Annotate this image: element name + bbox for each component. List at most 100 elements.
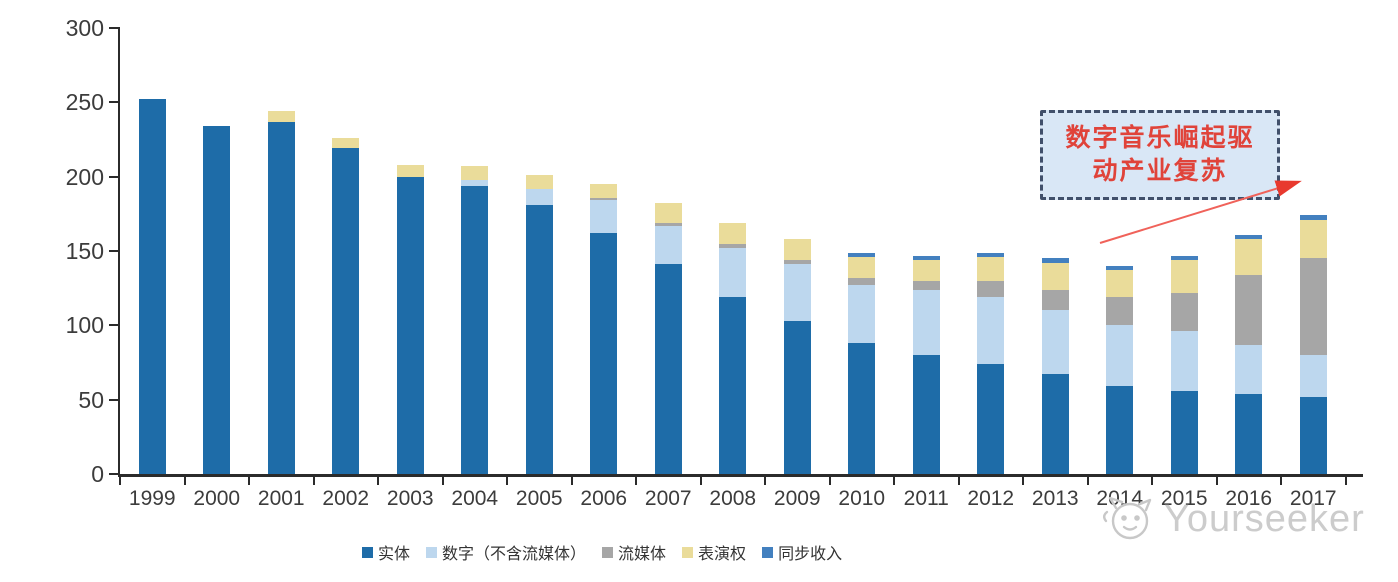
stacked-bar-2016 — [1235, 234, 1263, 474]
legend-swatch-icon — [362, 546, 373, 558]
x-tick-label: 2017 — [1289, 487, 1337, 510]
legend-item: 实体 — [362, 540, 410, 564]
bar-segment — [1041, 289, 1069, 311]
y-tick — [109, 101, 119, 104]
y-tick — [109, 473, 119, 475]
y-tick-label: 150 — [65, 238, 104, 264]
bar-segment — [1041, 262, 1069, 290]
x-tick-label: 2012 — [967, 487, 1015, 510]
bar-segment — [1106, 270, 1134, 298]
stacked-bar-2017 — [1299, 215, 1327, 474]
bar-segment — [525, 204, 553, 474]
legend-label: 数字（不含流媒体） — [442, 546, 587, 563]
stacked-bar-2009 — [783, 239, 811, 474]
bar-segment — [848, 285, 876, 344]
bar-segment — [267, 121, 295, 474]
legend-item: 同步收入 — [762, 540, 842, 564]
bar-segment — [396, 164, 424, 177]
x-tick — [699, 477, 702, 485]
bar-segment — [912, 259, 940, 281]
x-tick — [893, 477, 895, 485]
bar-segment — [1106, 297, 1134, 326]
bar-segment — [138, 99, 166, 474]
x-tick — [1151, 477, 1153, 485]
bar-segment — [1170, 292, 1198, 332]
legend-swatch-icon — [682, 546, 694, 558]
y-tick — [109, 324, 119, 327]
legend-label: 实体 — [378, 546, 411, 563]
legend-label: 表演权 — [698, 546, 747, 563]
stacked-bar-2001 — [267, 111, 295, 474]
bar-segment — [977, 297, 1005, 364]
y-axis-line — [118, 27, 120, 476]
bar-segment — [332, 148, 360, 474]
bar-segment — [1299, 215, 1327, 220]
legend-item: 流媒体 — [602, 540, 666, 564]
y-tick-label: 200 — [65, 163, 104, 190]
bar-segment — [1041, 258, 1069, 263]
bar-segment — [1299, 355, 1327, 397]
bar-segment — [977, 364, 1005, 474]
x-tick-label: 1999 — [128, 487, 176, 510]
bar-segment — [1170, 390, 1198, 474]
y-tick-label: 100 — [65, 312, 104, 339]
bar-segment — [1041, 374, 1069, 474]
bar-segment — [525, 188, 553, 205]
bar-segment — [654, 225, 682, 265]
x-tick-label: 2000 — [193, 487, 241, 510]
bar-segment — [654, 222, 682, 226]
x-tick — [377, 477, 379, 485]
x-tick — [441, 477, 444, 485]
bar-segment — [267, 111, 295, 122]
x-tick — [1344, 477, 1347, 485]
bar-segment — [461, 166, 489, 180]
y-tick-label: 0 — [91, 461, 104, 487]
bar-segment — [1106, 265, 1134, 271]
x-tick-label: 2016 — [1225, 487, 1273, 510]
stacked-bar-2013 — [1041, 258, 1069, 474]
x-tick-label: 2011 — [903, 487, 949, 510]
x-tick — [828, 477, 831, 485]
x-tick-label: 2009 — [773, 487, 821, 510]
bar-segment — [1299, 396, 1327, 474]
x-tick — [183, 477, 186, 485]
bar-segment — [1235, 393, 1263, 474]
bar-segment — [396, 176, 424, 474]
bar-segment — [1041, 310, 1069, 375]
x-tick-label: 2007 — [644, 487, 692, 510]
x-tick-label: 2004 — [451, 487, 499, 510]
annotation-text-line1: 数字音乐崛起驱 — [1065, 124, 1255, 152]
bar-segment — [332, 138, 360, 149]
bar-segment — [1170, 259, 1198, 293]
bar-segment — [783, 239, 811, 260]
legend-swatch-icon — [426, 546, 438, 558]
bar-segment — [1299, 258, 1327, 356]
y-tick — [109, 27, 119, 29]
stacked-bar-2008 — [719, 222, 747, 474]
bar-segment — [848, 343, 876, 474]
y-tick — [109, 250, 119, 252]
x-tick — [1022, 477, 1024, 485]
stacked-bar-2006 — [590, 184, 618, 474]
bar-segment — [590, 200, 618, 234]
bar-segment — [1299, 219, 1327, 259]
bar-segment — [719, 222, 747, 244]
bar-segment — [1235, 239, 1263, 275]
x-tick — [1215, 477, 1218, 485]
stacked-bar-2000 — [203, 126, 231, 474]
stacked-bar-2012 — [977, 252, 1005, 474]
bar-segment — [912, 289, 940, 356]
stacked-bar-2007 — [654, 203, 682, 474]
stacked-bar-2005 — [525, 175, 553, 474]
x-tick — [248, 477, 250, 485]
legend: 实体 数字（不含流媒体） 流媒体 表演权 同步收入 — [362, 540, 842, 564]
watermark-text: Yourseeker — [1164, 497, 1365, 540]
bar-segment — [719, 297, 747, 474]
stacked-bar-2010 — [848, 252, 876, 474]
bar-segment — [654, 203, 682, 223]
x-tick-label: 2015 — [1160, 487, 1208, 510]
bar-segment — [912, 280, 940, 290]
bar-segment — [590, 233, 618, 474]
x-tick — [957, 477, 960, 485]
